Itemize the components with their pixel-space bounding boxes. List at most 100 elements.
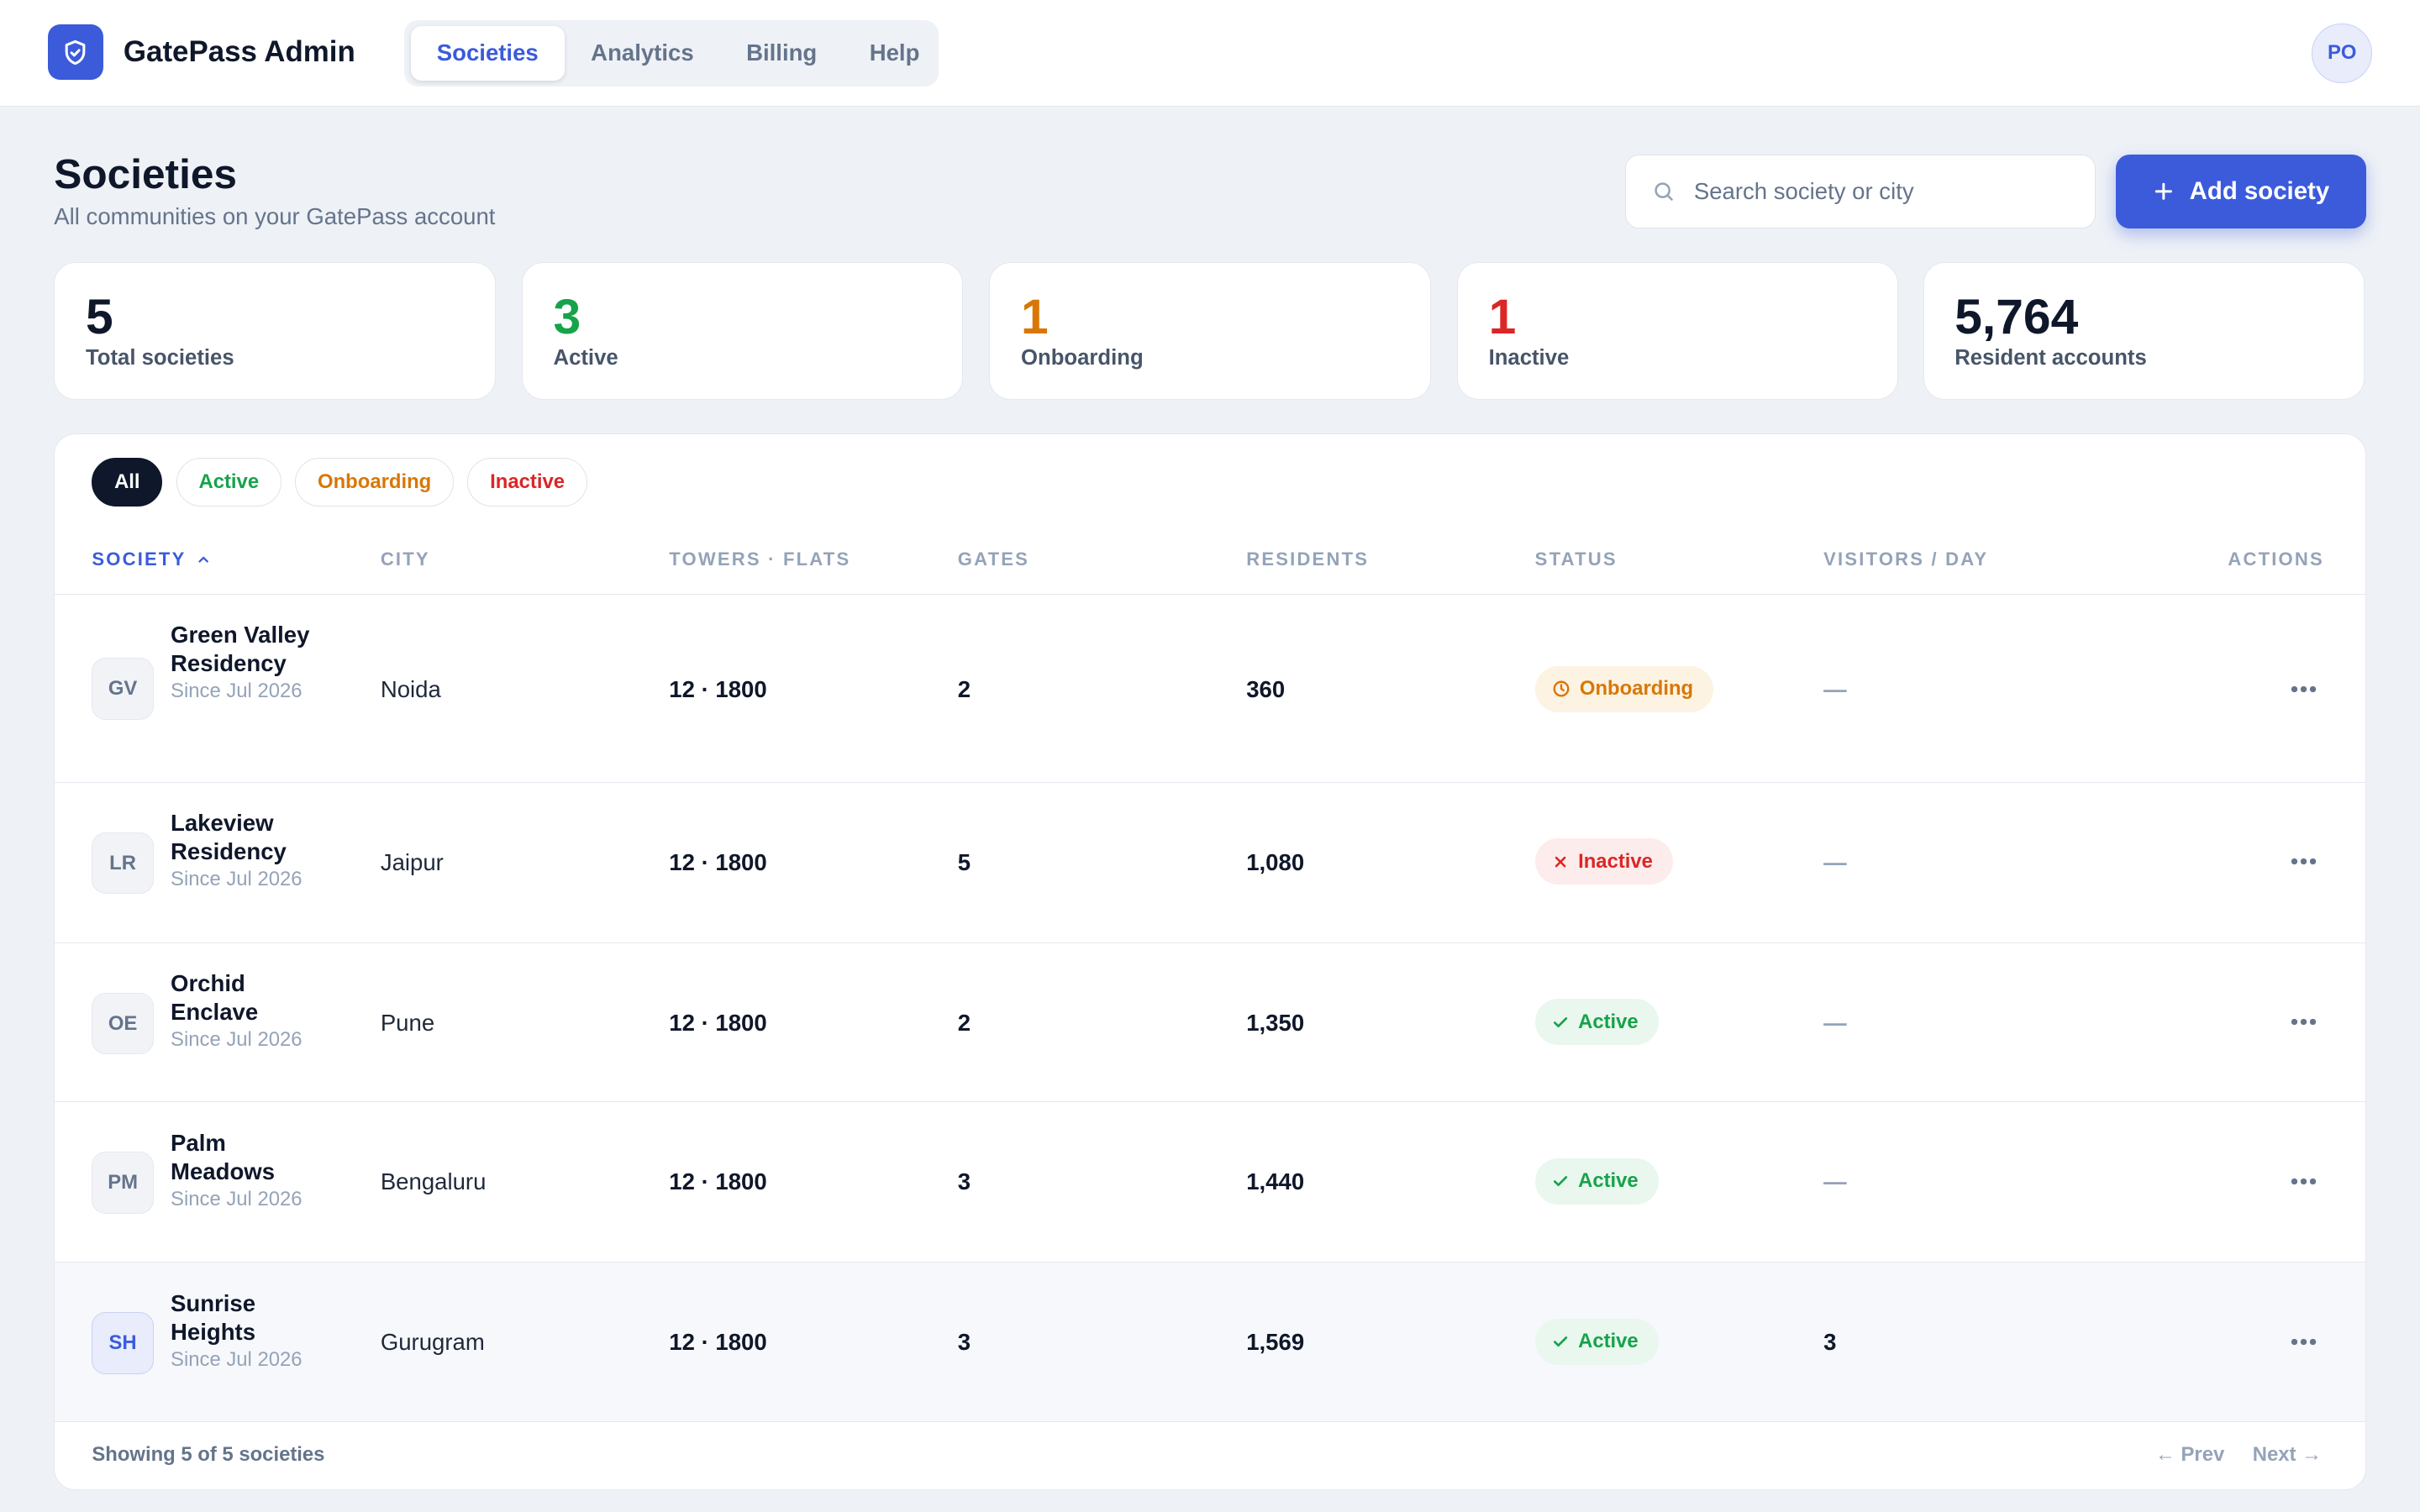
table-header: SOCIETY CITY TOWERS · FLATS GATES RESIDE… [55, 543, 2365, 596]
stat-label: Inactive [1488, 346, 1570, 370]
tab-analytics[interactable]: Analytics [591, 39, 694, 66]
gates-cell: 2 [957, 1010, 971, 1037]
residents-cell: 1,350 [1246, 1010, 1305, 1037]
status-badge: Active [1534, 1158, 1659, 1205]
row-actions-button[interactable] [2277, 1004, 2329, 1041]
society-cell: Green Valley Residency Since Jul 2026 [171, 621, 325, 704]
search-input[interactable] [1693, 177, 2065, 205]
main-nav: Societies Analytics Billing Help [404, 19, 939, 87]
residents-cell: 360 [1246, 676, 1286, 703]
residents-cell: 1,080 [1246, 849, 1305, 876]
pagination-summary: Showing 5 of 5 societies [92, 1443, 325, 1467]
city-cell: Jaipur [380, 849, 444, 876]
society-initials: OE [92, 992, 154, 1055]
city-cell: Gurugram [380, 1329, 485, 1356]
society-cell: Orchid Enclave Since Jul 2026 [171, 969, 325, 1053]
x-icon [1555, 856, 1566, 868]
row-actions-button[interactable] [2277, 1163, 2329, 1200]
stat-label: Resident accounts [1954, 346, 2147, 370]
column-header-towers-flats[interactable]: TOWERS · FLATS [669, 549, 851, 570]
society-initials: SH [92, 1312, 154, 1374]
tab-billing[interactable]: Billing [746, 39, 818, 66]
society-initials: PM [92, 1152, 154, 1214]
arrow-left-icon: ← [2155, 1443, 2175, 1467]
gates-cell: 3 [957, 1329, 971, 1356]
stat-card-inactive: 1 Inactive [1456, 262, 1899, 400]
prev-label: Prev [2181, 1443, 2225, 1467]
city-cell: Pune [380, 1010, 435, 1037]
status-label: Active [1578, 1010, 1639, 1033]
column-header-gates[interactable]: GATES [957, 549, 1030, 570]
society-name[interactable]: Sunrise Heights [171, 1289, 256, 1345]
next-label: Next [2252, 1443, 2296, 1467]
societies-table-card: All Active Onboarding Inactive SOCIETY C… [54, 433, 2366, 1491]
more-horizontal-icon [2291, 1338, 2317, 1345]
towers-flats-cell: 12 · 1800 [669, 1329, 767, 1356]
search-box[interactable] [1625, 154, 2096, 228]
column-header-actions: ACTIONS [2228, 549, 2324, 570]
table-row[interactable]: OE Orchid Enclave Since Jul 2026 Pune 12… [55, 943, 2365, 1103]
table-row[interactable]: GV Green Valley Residency Since Jul 2026… [55, 595, 2365, 784]
tab-societies[interactable]: Societies [410, 26, 565, 81]
stat-value: 5 [86, 289, 113, 344]
filter-onboarding[interactable]: Onboarding [295, 457, 454, 507]
more-horizontal-icon [2291, 685, 2317, 692]
more-horizontal-icon [2291, 1178, 2317, 1184]
filter-all[interactable]: All [92, 457, 163, 507]
stat-card-residents: 5,764 Resident accounts [1923, 262, 2365, 400]
gates-cell: 2 [957, 676, 971, 703]
filter-active[interactable]: Active [176, 457, 281, 507]
towers-flats-cell: 12 · 1800 [669, 1168, 767, 1195]
filter-inactive[interactable]: Inactive [467, 457, 587, 507]
gates-cell: 3 [957, 1168, 971, 1195]
society-since: Since Jul 2026 [171, 680, 302, 703]
towers-flats-cell: 12 · 1800 [669, 1010, 767, 1037]
page-subtitle: All communities on your GatePass account [54, 203, 496, 230]
stat-label: Onboarding [1021, 346, 1144, 370]
visitors-cell: — [1823, 849, 1847, 876]
table-row[interactable]: LR Lakeview Residency Since Jul 2026 Jai… [55, 783, 2365, 944]
table-row[interactable]: SH Sunrise Heights Since Jul 2026 Gurugr… [55, 1263, 2365, 1422]
society-since: Since Jul 2026 [171, 1187, 302, 1210]
visitors-cell: — [1823, 1168, 1847, 1195]
towers-flats-cell: 12 · 1800 [669, 676, 767, 703]
society-name[interactable]: Green Valley Residency [171, 622, 310, 677]
prev-page-button[interactable]: ← Prev [2155, 1443, 2224, 1467]
column-header-city[interactable]: CITY [380, 549, 430, 570]
society-name[interactable]: Lakeview Residency [171, 810, 287, 865]
status-label: Onboarding [1579, 677, 1694, 701]
tab-help[interactable]: Help [869, 39, 920, 66]
more-horizontal-icon [2291, 858, 2317, 865]
search-icon [1655, 182, 1674, 201]
check-icon [1553, 1176, 1568, 1187]
plus-icon [2154, 182, 2172, 200]
row-actions-button[interactable] [2277, 670, 2329, 707]
table-row[interactable]: PM Palm Meadows Since Jul 2026 Bengaluru… [55, 1102, 2365, 1263]
column-header-status[interactable]: STATUS [1534, 549, 1618, 570]
column-header-visitors[interactable]: VISITORS / DAY [1823, 549, 1989, 570]
row-actions-button[interactable] [2277, 843, 2329, 880]
stat-label: Total societies [86, 346, 234, 370]
stat-card-total: 5 Total societies [54, 262, 496, 400]
shield-check-icon[interactable] [47, 24, 104, 81]
user-avatar[interactable]: PO [2312, 23, 2372, 84]
society-name[interactable]: Palm Meadows [171, 1129, 276, 1184]
visitors-cell: 3 [1823, 1329, 1837, 1356]
status-label: Active [1578, 1169, 1639, 1193]
row-actions-button[interactable] [2277, 1323, 2329, 1360]
status-badge: Active [1534, 1318, 1659, 1365]
page-title: Societies [54, 150, 237, 198]
column-header-residents[interactable]: RESIDENTS [1246, 549, 1370, 570]
stat-card-active: 3 Active [521, 262, 964, 400]
column-header-society[interactable]: SOCIETY [92, 549, 211, 570]
society-since: Since Jul 2026 [171, 1028, 302, 1052]
chevron-up-icon [197, 556, 208, 563]
add-society-button[interactable]: Add society [2116, 154, 2366, 228]
next-page-button[interactable]: Next → [2253, 1443, 2322, 1467]
towers-flats-cell: 12 · 1800 [669, 849, 767, 876]
society-cell: Lakeview Residency Since Jul 2026 [171, 809, 325, 892]
gates-cell: 5 [957, 849, 971, 876]
society-name[interactable]: Orchid Enclave [171, 970, 259, 1026]
city-cell: Bengaluru [380, 1168, 487, 1195]
table-footer: Showing 5 of 5 societies ← Prev Next → [55, 1422, 2365, 1490]
